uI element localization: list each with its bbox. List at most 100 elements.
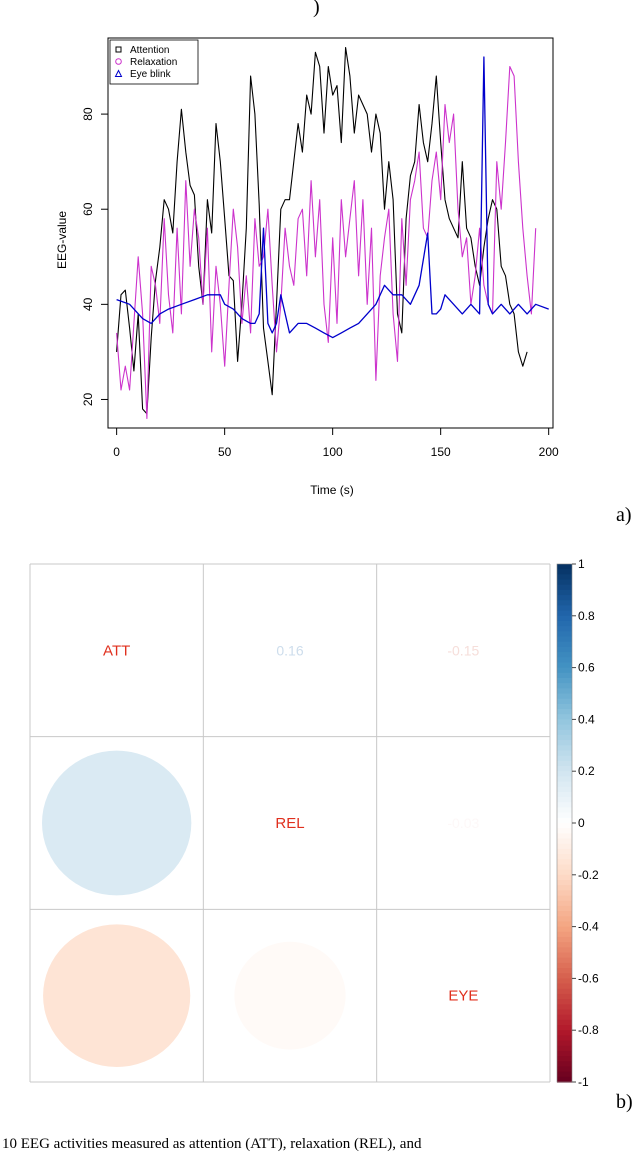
colorbar-segment	[557, 1004, 572, 1011]
panel-label-b: b)	[616, 1091, 633, 1113]
colorbar-segment	[557, 569, 572, 575]
colorbar-segment	[557, 848, 572, 855]
colorbar-segment	[557, 823, 572, 829]
colorbar-segment	[557, 802, 572, 809]
colorbar-segment	[557, 999, 572, 1005]
legend-label: Relaxation	[130, 57, 177, 68]
colorbar-segment	[557, 936, 572, 943]
legend-marker-circle	[115, 58, 122, 65]
legend-marker-square	[115, 46, 122, 53]
colorbar-segment	[557, 1071, 572, 1078]
colorbar-segment	[557, 595, 572, 601]
colorbar-segment	[557, 740, 572, 746]
colorbar-segment	[557, 620, 572, 627]
colorbar-segment	[557, 879, 572, 886]
colorbar-segment	[557, 766, 572, 772]
colorbar-segment	[557, 833, 572, 840]
colorbar-segment	[557, 988, 572, 995]
colorbar-segment	[557, 760, 572, 767]
colorbar-segment	[557, 677, 572, 684]
panel-label-a: a)	[616, 504, 632, 526]
colorbar-segment	[557, 911, 572, 917]
variable-label-att: ATT	[103, 642, 130, 659]
colorbar-segment	[557, 786, 572, 793]
legend-box	[109, 39, 199, 85]
line-series-group	[116, 46, 549, 420]
colorbar-segment	[557, 683, 572, 689]
colorbar-segment	[557, 916, 572, 923]
colorbar-segment	[557, 564, 572, 570]
colorbar-segment	[557, 921, 572, 928]
y-tick-label: 80	[81, 107, 95, 121]
colorbar-segment	[557, 1056, 572, 1062]
colorbar-segment	[557, 973, 572, 979]
colorbar-segment	[557, 734, 572, 741]
colorbar-segment	[557, 1025, 572, 1031]
colorbar-segment	[557, 688, 572, 695]
colorbar-segment	[557, 869, 572, 876]
correlation-matrix: ATT 0.16 -0.15 REL -0.03 EYE 1 0.8 0.6 0.4 0.2 0 -0…	[29, 557, 633, 1113]
colorbar-segment	[557, 750, 572, 757]
legend-marker-triangle	[114, 69, 123, 77]
colorbar-segment	[557, 1014, 572, 1021]
colorbar-tick-label: 1	[578, 557, 585, 571]
correlation-value-label: 0.16	[276, 642, 303, 658]
correlation-value-label: -0.03	[447, 815, 479, 831]
variable-label-rel: REL	[275, 815, 304, 832]
colorbar-segment	[557, 1066, 572, 1073]
colorbar-segment	[557, 947, 572, 954]
colorbar-segment	[557, 646, 572, 653]
y-tick-label: 40	[81, 297, 95, 311]
colorbar-segment	[557, 636, 572, 643]
x-tick-label: 200	[539, 445, 559, 459]
figure-caption: 10 EEG activities measured as attention …	[2, 1136, 422, 1152]
colorbar-segment	[557, 615, 572, 622]
colorbar-segment	[557, 993, 572, 1000]
series-eye-blink-line	[116, 56, 549, 339]
colorbar-segment	[557, 931, 572, 938]
colorbar-segment	[557, 631, 572, 638]
colorbar-segment	[557, 667, 572, 674]
colorbar-segment	[557, 807, 572, 814]
correlation-ellipse	[42, 750, 192, 896]
colorbar-segment	[557, 1061, 572, 1068]
colorbar-segment	[557, 781, 572, 788]
colorbar-segment	[557, 729, 572, 736]
colorbar-tick-label: 0.2	[578, 764, 595, 778]
correlation-ellipse	[43, 924, 191, 1067]
colorbar-segment	[557, 968, 572, 974]
colorbar-segment	[557, 755, 572, 762]
colorbar-tick-label: 0.4	[578, 712, 595, 726]
x-tick-label: 150	[431, 445, 451, 459]
colorbar-segment	[557, 652, 572, 658]
colorbar-segment	[557, 724, 572, 731]
colorbar-segment	[557, 771, 572, 777]
variable-label-eye: EYE	[448, 988, 478, 1005]
correlation-cells: ATT 0.16 -0.15 REL -0.03 EYE	[42, 642, 479, 1067]
colorbar-segment	[557, 714, 572, 720]
y-axis-label: EEG-value	[55, 211, 69, 269]
colorbar-segment	[557, 698, 572, 705]
x-tick-label: 100	[323, 445, 343, 459]
y-tick-label: 60	[81, 202, 95, 216]
colorbar-segment	[557, 791, 572, 798]
colorbar-tick-label: -0.6	[578, 971, 599, 985]
colorbar-tick-label: -0.4	[578, 920, 599, 934]
colorbar-segment	[557, 900, 572, 907]
colorbar-segment	[557, 574, 572, 581]
colorbar: 1 0.8 0.6 0.4 0.2 0 -0.2 -0.4 -0.6 -0.8 -1	[556, 557, 599, 1089]
colorbar-segment	[557, 1050, 572, 1057]
colorbar-tick-label: 0	[578, 816, 585, 830]
legend-label: Eye blink	[130, 69, 172, 80]
colorbar-segment	[557, 843, 572, 850]
colorbar-segment	[557, 926, 572, 933]
colorbar-tick-label: -1	[578, 1075, 589, 1089]
colorbar-segment	[557, 864, 572, 871]
colorbar-segment	[557, 703, 572, 710]
colorbar-segment	[557, 978, 572, 985]
colorbar-segment	[557, 600, 572, 607]
colorbar-segment	[557, 797, 572, 803]
